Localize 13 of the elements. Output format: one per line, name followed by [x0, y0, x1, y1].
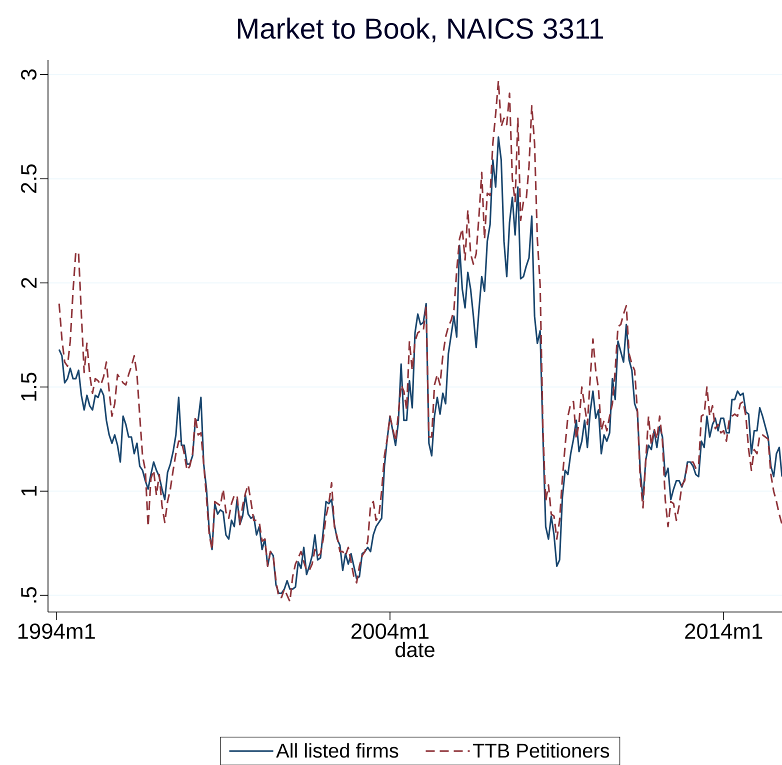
y-tick-label: 3 — [20, 69, 37, 80]
y-tick-label: 1.5 — [21, 372, 37, 401]
legend-label: All listed firms — [276, 743, 398, 758]
x-tick-label: 2014m1 — [685, 623, 762, 640]
x-tick-label: 2004m1 — [351, 623, 429, 640]
y-tick-label: .5 — [21, 587, 37, 602]
legend-label: TTB Petitioners — [472, 743, 610, 758]
y-tick-label: 2.5 — [20, 164, 37, 193]
x-axis-title: date — [396, 642, 434, 658]
x-tick-label: 1994m1 — [18, 623, 95, 640]
y-tick-label: 1 — [21, 486, 37, 496]
chart-title: Market to Book, NAICS 3311 — [238, 18, 603, 42]
y-tick-label: 2 — [21, 278, 37, 288]
